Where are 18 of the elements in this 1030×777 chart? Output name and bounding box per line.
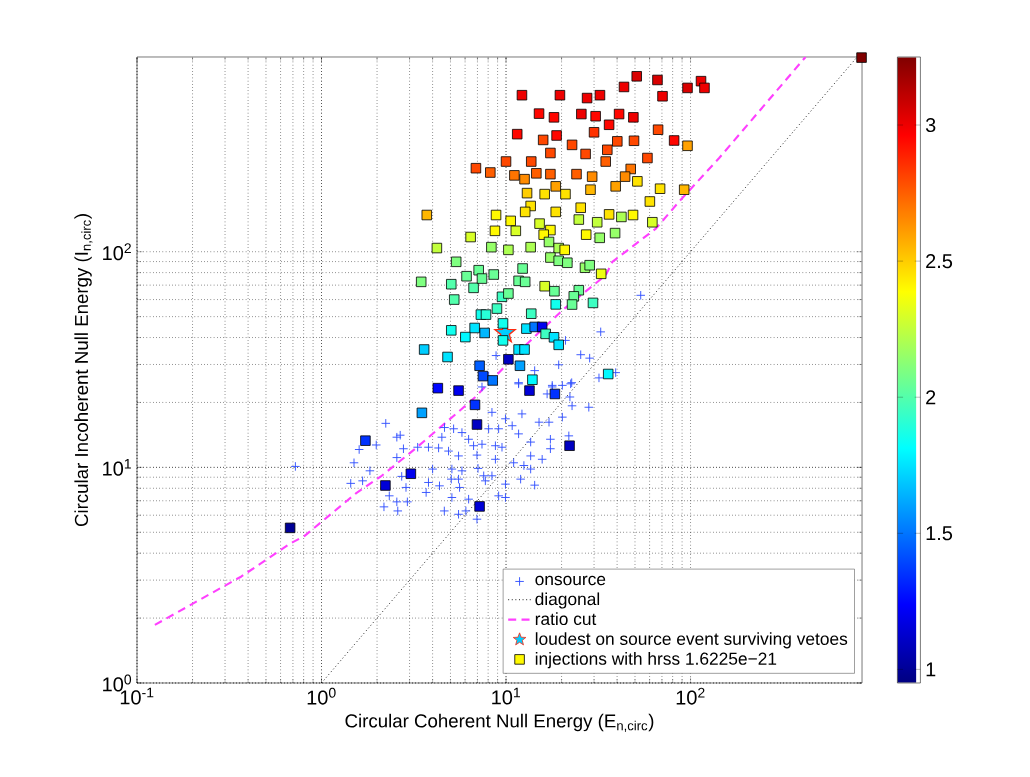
x-axis-title: Circular Coherent Null Energy (E$_{n,circ}$) xyxy=(345,713,654,732)
color-bar-label: 1.5 xyxy=(926,526,953,541)
legend-label: ratio cut xyxy=(535,612,597,626)
legend-label: injections with hrss 1.6225e−21 xyxy=(535,652,777,669)
y-tick-label: 10$^{2}$ xyxy=(103,243,131,261)
x-tick-label: 10$^{2}$ xyxy=(676,687,705,705)
y-axis-title: Circular Incoherent Null Energy (I$_{n,circ}$) xyxy=(74,214,93,527)
y-tick-label: 10$^{1}$ xyxy=(103,458,131,476)
legend-label: diagonal xyxy=(535,592,600,609)
color-bar-label: 1 xyxy=(926,662,936,677)
legend-label: loudest on source event surviving vetoes xyxy=(535,632,848,649)
color-bar-label: 2 xyxy=(926,390,936,405)
color-bar-label: 3 xyxy=(925,117,936,133)
legend-label: onsource xyxy=(535,575,606,586)
color-bar-label: 2.5 xyxy=(926,254,953,269)
y-tick-label: 10$^{0}$ xyxy=(103,674,132,692)
x-tick-label: 10$^{0}$ xyxy=(307,687,336,705)
x-tick-label: 10$^{1}$ xyxy=(492,687,521,705)
